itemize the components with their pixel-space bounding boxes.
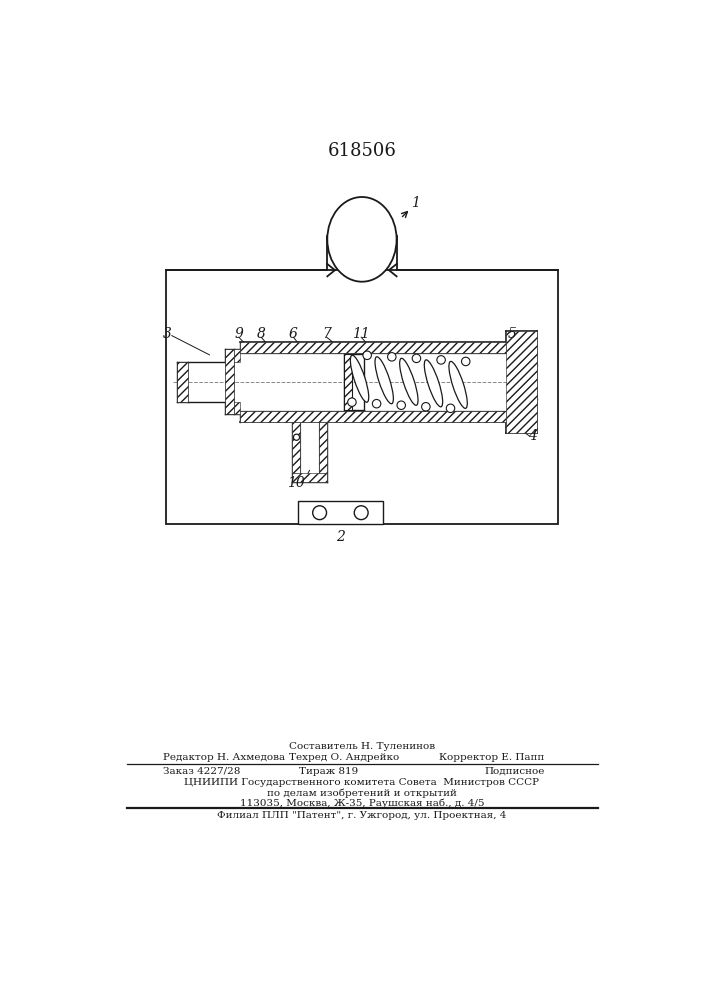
Bar	[177, 362, 188, 402]
Bar	[292, 473, 327, 482]
Bar	[344, 354, 352, 410]
Ellipse shape	[424, 360, 443, 407]
Text: ЦНИИПИ Государственного комитета Совета  Министров СССР: ЦНИИПИ Государственного комитета Совета …	[185, 778, 539, 787]
Circle shape	[446, 404, 455, 413]
Circle shape	[462, 357, 470, 366]
Bar	[240, 411, 506, 422]
Circle shape	[437, 356, 445, 364]
Ellipse shape	[399, 358, 418, 405]
Circle shape	[293, 434, 300, 440]
Ellipse shape	[351, 355, 369, 402]
Text: 8: 8	[257, 327, 266, 341]
Ellipse shape	[327, 197, 397, 282]
Bar	[298, 501, 382, 524]
Text: 11: 11	[352, 327, 370, 341]
Circle shape	[387, 353, 396, 361]
Text: 10: 10	[287, 476, 305, 490]
Text: Подписное: Подписное	[484, 767, 544, 776]
Text: 618506: 618506	[327, 142, 397, 160]
Text: Тираж 819: Тираж 819	[299, 767, 358, 776]
Text: 7: 7	[322, 327, 331, 341]
Circle shape	[421, 403, 430, 411]
Circle shape	[312, 506, 327, 520]
Bar	[240, 342, 506, 353]
Circle shape	[373, 399, 381, 408]
Bar	[506, 331, 537, 433]
Text: 113035, Москва, Ж-35, Раушская наб., д. 4/5: 113035, Москва, Ж-35, Раушская наб., д. …	[240, 798, 484, 808]
Bar	[234, 402, 240, 414]
Text: Редактор Н. Ахмедова: Редактор Н. Ахмедова	[163, 753, 286, 762]
Text: Техред О. Андрейко: Техред О. Андрейко	[289, 753, 399, 762]
Text: Корректор Е. Папп: Корректор Е. Папп	[439, 753, 544, 762]
Bar	[319, 422, 327, 473]
Text: 5: 5	[508, 327, 517, 341]
Text: 4: 4	[527, 429, 537, 443]
Circle shape	[397, 401, 405, 409]
Bar	[292, 422, 300, 473]
Text: 6: 6	[289, 327, 298, 341]
Text: 2: 2	[336, 530, 345, 544]
Text: 9: 9	[234, 327, 243, 341]
Bar	[165, 270, 559, 524]
Text: Составитель Н. Туленинов: Составитель Н. Туленинов	[289, 742, 435, 751]
Bar	[225, 349, 234, 414]
Ellipse shape	[375, 357, 393, 404]
Text: по делам изобретений и открытий: по делам изобретений и открытий	[267, 788, 457, 798]
Text: Заказ 4227/28: Заказ 4227/28	[163, 767, 240, 776]
Text: Филиал ПЛП "Патент", г. Ужгород, ул. Проектная, 4: Филиал ПЛП "Патент", г. Ужгород, ул. Про…	[217, 811, 507, 820]
Circle shape	[412, 354, 421, 363]
Circle shape	[363, 351, 371, 360]
Bar	[234, 349, 240, 362]
Circle shape	[354, 506, 368, 520]
Ellipse shape	[449, 361, 467, 408]
Text: 3: 3	[163, 327, 172, 341]
Text: 1: 1	[411, 196, 420, 210]
Circle shape	[348, 398, 356, 406]
